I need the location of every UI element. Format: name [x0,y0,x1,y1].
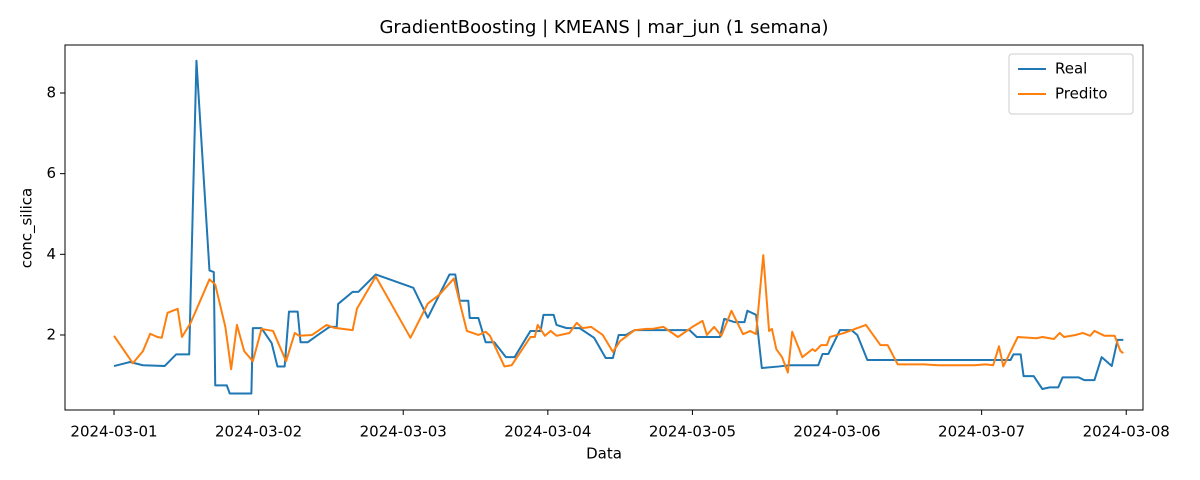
x-tick-label: 2024-03-01 [70,423,157,441]
x-tick-label: 2024-03-06 [793,423,880,441]
y-tick-label: 4 [46,245,56,263]
series-line [113,254,1124,374]
series-line [113,59,1124,395]
x-tick-label: 2024-03-05 [649,423,736,441]
legend-label: Predito [1055,85,1108,103]
y-axis-label: conc_silica [18,188,37,268]
x-tick-label: 2024-03-02 [215,423,302,441]
x-tick-label: 2024-03-03 [360,423,447,441]
x-tick-label: 2024-03-08 [1083,423,1170,441]
y-tick-label: 2 [46,325,56,343]
y-tick-label: 8 [46,83,56,101]
legend-label: Real [1055,60,1087,78]
chart-title: GradientBoosting | KMEANS | mar_jun (1 s… [379,17,828,38]
x-axis-label: Data [586,445,622,463]
x-tick-label: 2024-03-07 [938,423,1025,441]
y-tick-label: 6 [46,164,56,182]
plot-frame [64,44,1144,411]
x-tick-label: 2024-03-04 [504,423,591,441]
